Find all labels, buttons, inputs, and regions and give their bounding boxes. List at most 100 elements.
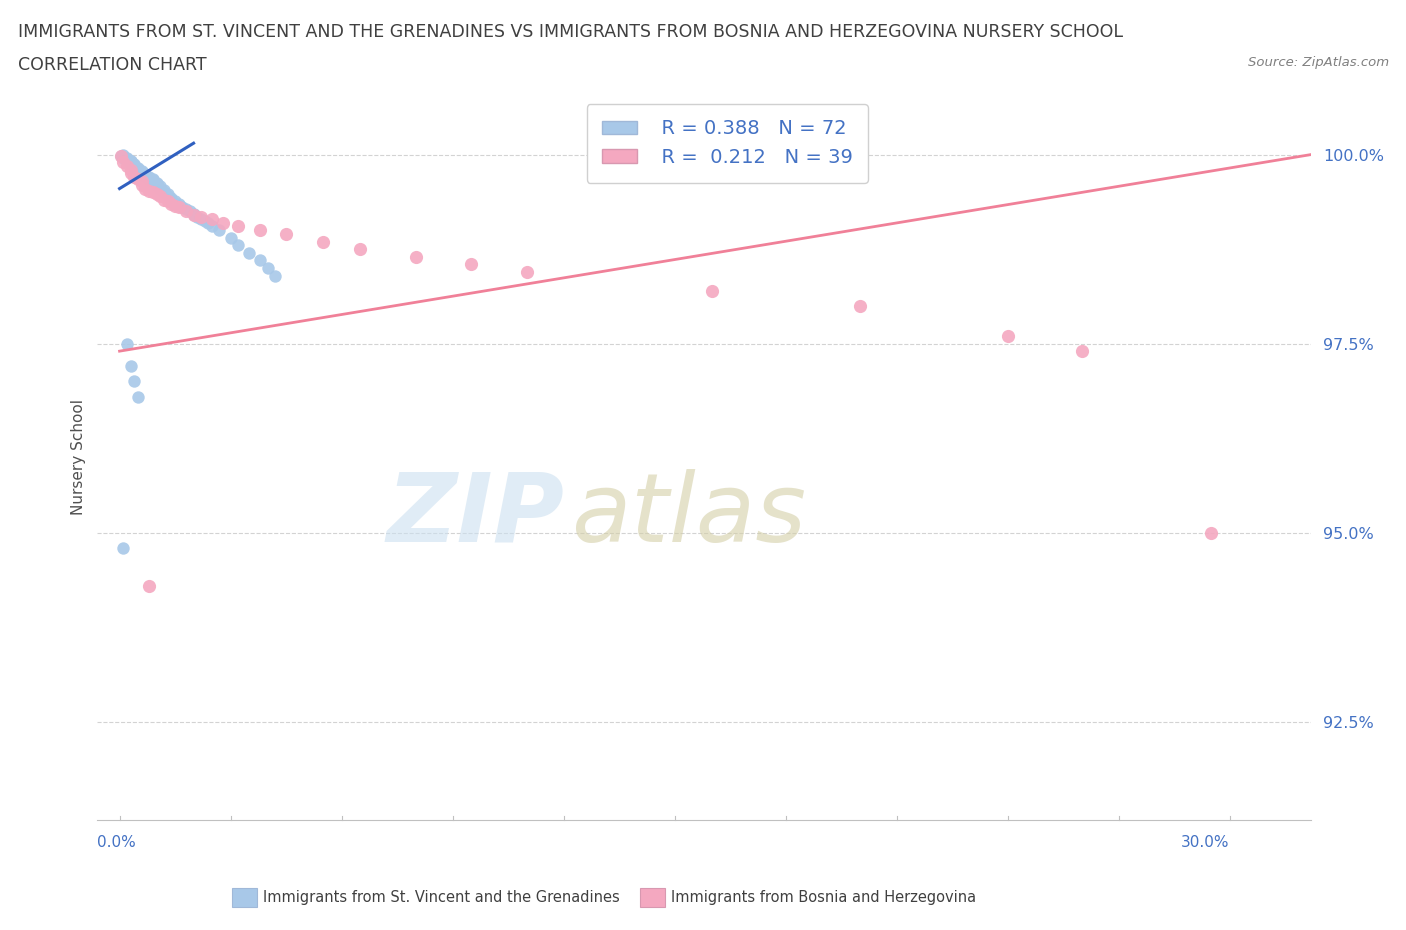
Point xyxy=(127,161,149,176)
Point xyxy=(174,204,197,219)
Point xyxy=(142,185,165,200)
Point xyxy=(112,154,135,169)
Point xyxy=(138,183,160,198)
Point xyxy=(134,167,156,182)
Point xyxy=(160,196,183,211)
Point xyxy=(1070,344,1092,359)
Point xyxy=(120,162,142,177)
Point xyxy=(120,154,142,169)
Point xyxy=(127,162,149,177)
Point xyxy=(249,222,271,237)
Point xyxy=(138,170,160,185)
Point xyxy=(208,222,231,237)
Point xyxy=(134,168,156,183)
Point xyxy=(183,206,205,221)
Point xyxy=(183,207,205,222)
Point xyxy=(124,170,146,185)
Point xyxy=(997,328,1019,343)
Text: Immigrants from Bosnia and Herzegovina: Immigrants from Bosnia and Herzegovina xyxy=(671,890,976,905)
Point xyxy=(160,191,183,206)
Point xyxy=(167,197,190,212)
Text: atlas: atlas xyxy=(571,469,806,562)
Point xyxy=(197,215,219,230)
Point xyxy=(138,170,160,185)
Point xyxy=(848,299,870,313)
Point xyxy=(238,246,260,260)
Point xyxy=(312,234,335,249)
Point xyxy=(131,178,153,193)
Point xyxy=(194,214,217,229)
Point xyxy=(127,162,149,177)
Point xyxy=(145,186,167,201)
Point xyxy=(172,200,194,215)
Point xyxy=(190,209,212,224)
Point xyxy=(112,540,135,555)
Point xyxy=(249,253,271,268)
Point xyxy=(115,151,138,166)
Point xyxy=(165,198,187,213)
Text: Immigrants from St. Vincent and the Grenadines: Immigrants from St. Vincent and the Gren… xyxy=(263,890,620,905)
Point xyxy=(124,157,146,172)
Point xyxy=(156,194,179,209)
Point xyxy=(120,153,142,168)
Point xyxy=(274,227,297,242)
Point xyxy=(149,181,172,196)
Point xyxy=(156,189,179,204)
Point xyxy=(700,284,723,299)
Point xyxy=(145,175,167,190)
Point xyxy=(120,156,142,171)
Point xyxy=(190,211,212,226)
Point xyxy=(156,186,179,201)
Point xyxy=(120,153,142,168)
Point xyxy=(124,159,146,174)
Text: Source: ZipAtlas.com: Source: ZipAtlas.com xyxy=(1249,56,1389,69)
Point xyxy=(138,578,160,593)
Point xyxy=(134,169,156,184)
Point xyxy=(226,219,249,233)
Point xyxy=(124,160,146,175)
Point xyxy=(138,171,160,186)
Point xyxy=(153,182,176,197)
Point xyxy=(212,215,235,230)
Point xyxy=(349,242,371,257)
Point xyxy=(142,174,165,189)
Point xyxy=(167,200,190,215)
Point xyxy=(115,152,138,166)
Point xyxy=(115,153,138,167)
Text: ZIP: ZIP xyxy=(387,469,565,562)
Point xyxy=(131,164,153,179)
Point xyxy=(124,158,146,173)
Point xyxy=(167,198,190,213)
Point xyxy=(134,181,156,196)
Point xyxy=(131,165,153,179)
Point xyxy=(516,264,538,279)
Point xyxy=(405,249,427,264)
Legend:   R = 0.388   N = 72,   R =  0.212   N = 39: R = 0.388 N = 72, R = 0.212 N = 39 xyxy=(586,104,868,182)
Point xyxy=(149,179,172,193)
Point xyxy=(165,194,187,209)
Point xyxy=(160,193,183,207)
Point xyxy=(145,178,167,193)
Point xyxy=(115,336,138,351)
Point xyxy=(186,209,208,224)
Point xyxy=(127,389,149,404)
Point xyxy=(112,148,135,163)
Point xyxy=(134,166,156,181)
Point xyxy=(153,193,176,207)
Point xyxy=(201,219,224,233)
Point xyxy=(112,150,135,165)
Point xyxy=(127,163,149,178)
Text: CORRELATION CHART: CORRELATION CHART xyxy=(18,56,207,73)
Point xyxy=(149,189,172,204)
Point xyxy=(264,268,287,283)
Point xyxy=(219,231,242,246)
Point xyxy=(174,202,197,217)
Text: 30.0%: 30.0% xyxy=(1181,835,1230,850)
Point xyxy=(120,359,142,374)
Point xyxy=(183,207,205,222)
Text: IMMIGRANTS FROM ST. VINCENT AND THE GRENADINES VS IMMIGRANTS FROM BOSNIA AND HER: IMMIGRANTS FROM ST. VINCENT AND THE GREN… xyxy=(18,23,1123,41)
Point xyxy=(179,204,201,219)
Point xyxy=(256,260,278,275)
Point xyxy=(131,174,153,189)
Point xyxy=(120,155,142,170)
